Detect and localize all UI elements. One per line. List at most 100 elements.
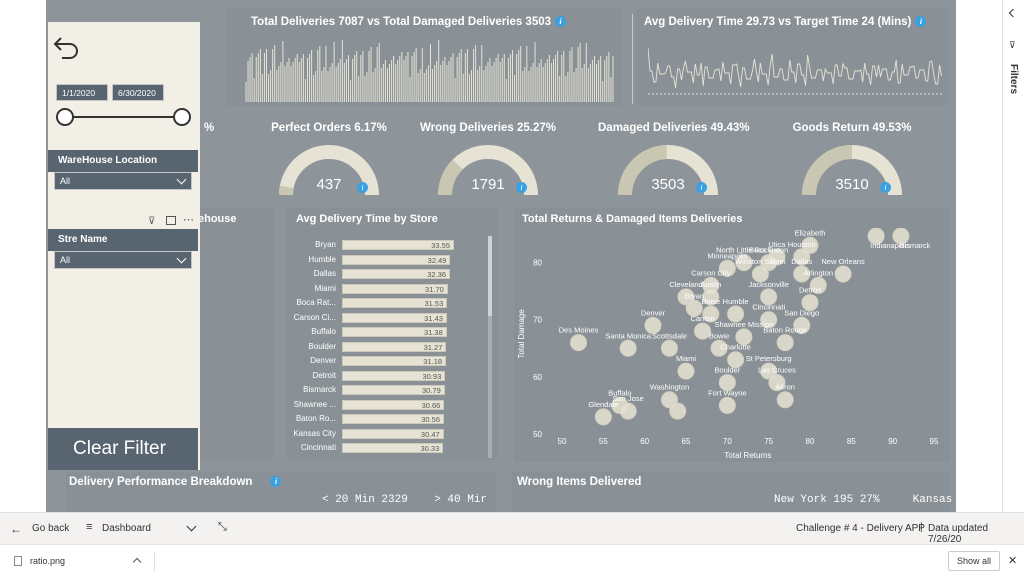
scrollbar-thumb[interactable] [488,236,492,316]
focus-mode-icon[interactable] [166,216,176,225]
info-icon[interactable]: i [516,182,527,193]
store-dropdown[interactable]: All [54,251,192,269]
scatter-point[interactable] [760,254,778,272]
scatter-point[interactable] [793,265,811,283]
kpi-value: 3503 [651,176,685,193]
date-slider-track[interactable] [64,116,182,118]
store-bar-row[interactable]: Carson Ci... 31.43 [286,312,486,324]
info-icon[interactable]: i [915,16,927,28]
scatter-point[interactable] [892,228,910,245]
x-tick-label: 55 [599,437,608,446]
info-icon[interactable]: i [880,182,891,193]
chevron-up-icon[interactable] [132,557,142,567]
scatter-point[interactable] [677,362,695,380]
scatter-point[interactable] [735,254,753,272]
info-icon[interactable]: i [270,476,282,488]
scatter-point[interactable] [776,391,794,409]
store-bar-row[interactable]: Boulder 31.27 [286,341,486,353]
scatter-point[interactable] [660,339,678,357]
scatter-point[interactable] [685,299,703,317]
store-bar-row[interactable]: Denver 31.18 [286,356,486,367]
back-arrow-icon[interactable] [50,30,80,60]
store-label: Humble [308,254,336,264]
show-all-button[interactable]: Show all [948,551,1000,571]
more-options-icon[interactable]: ⋯ [183,214,194,226]
deliveries-sparkline-tile[interactable]: Total Deliveries 7087 vs Total Damaged D… [226,8,622,106]
data-updated: Data updated 7/26/20 [928,523,989,545]
scatter-point[interactable] [793,316,811,334]
avg-time-sparkline-tile[interactable]: Avg Delivery Time 29.73 vs Target Time 2… [636,8,948,106]
scatter-point[interactable] [644,316,662,334]
close-icon[interactable]: ✕ [1008,555,1018,567]
scatter-point[interactable] [727,305,745,323]
store-label: Boulder [308,341,336,351]
scatter-point[interactable] [718,396,736,414]
scatter-point[interactable] [570,334,588,352]
store-bar-row[interactable]: Shawnee ... 30.66 [286,399,486,411]
store-bar-row[interactable]: Bismarck 30.79 [286,385,486,396]
scatter-point[interactable] [751,265,769,283]
chevron-left-icon[interactable] [1008,8,1018,18]
scatter-point[interactable] [702,305,720,323]
scatter-point[interactable] [735,328,753,346]
store-bar: 31.38 [342,327,447,337]
scatter-point[interactable] [710,339,728,357]
go-back-button[interactable]: Go back [32,523,70,534]
store-bar-row[interactable]: Dallas 32.36 [286,269,486,280]
scatter-point[interactable] [718,374,736,392]
scatter-point[interactable] [809,276,827,294]
scatter-point[interactable] [669,402,687,420]
scatter-point[interactable] [760,362,778,380]
scatter-point[interactable] [727,351,745,369]
scatter-point[interactable] [702,288,720,306]
scatter-point[interactable] [619,402,637,420]
scatter-point[interactable] [801,236,819,254]
scatter-tile[interactable]: Total Returns & Damaged Items Deliveries… [514,208,950,462]
scatter-point[interactable] [834,265,852,283]
scatter-point[interactable] [760,311,778,329]
filter-icon[interactable]: ⊽ [148,216,156,227]
store-time-tile[interactable]: Avg Delivery Time by Store Bryan 33.55 Hum… [286,208,498,460]
scatter-point[interactable] [694,322,712,340]
store-bar-row[interactable]: Bryan 33.55 [286,240,486,251]
store-bar-row[interactable]: Humble 32.49 [286,254,486,266]
page-dropdown[interactable]: Dashboard [102,523,151,534]
clear-filter-button[interactable]: Clear Filter [48,428,198,470]
back-arrow-icon[interactable]: ← [10,522,22,536]
info-icon[interactable]: i [357,182,368,193]
date-start-input[interactable]: 1/1/2020 [56,84,108,101]
date-slider-end-handle[interactable] [173,108,191,126]
scrollbar[interactable] [488,236,492,458]
scatter-point[interactable] [793,248,811,266]
scatter-point[interactable] [760,288,778,306]
scatter-point[interactable] [776,334,794,352]
download-file-name[interactable]: ratio.png [30,556,66,566]
store-bar-row[interactable]: Boca Rat... 31.53 [286,298,486,309]
scatter-point[interactable] [768,374,786,392]
info-icon[interactable]: i [555,16,567,28]
date-end-input[interactable]: 6/30/2020 [112,84,164,101]
store-bar-row[interactable]: Miami 31.70 [286,283,486,295]
chevron-down-icon[interactable] [186,521,197,532]
store-bar-row[interactable]: Kansas City 30.47 [286,428,486,440]
date-slider-start-handle[interactable] [56,108,74,126]
filters-pane-collapsed[interactable]: ⊽ Filters [1002,0,1024,512]
scatter-point[interactable] [718,259,736,277]
scatter-point[interactable] [801,294,819,312]
store-bar-row[interactable]: Buffalo 31.38 [286,327,486,338]
scatter-point[interactable] [677,288,695,306]
scatter-point[interactable] [594,408,612,426]
point-label: Indianapolis [870,241,910,250]
scatter-point[interactable] [660,391,678,409]
info-icon[interactable]: i [696,182,707,193]
scatter-point[interactable] [619,339,637,357]
right-margin [956,0,1002,512]
warehouse-dropdown[interactable]: All [54,172,192,190]
breakdown-tile[interactable]: Delivery Performance Breakdown i < 20 Min… [66,472,496,512]
wrong-items-tile[interactable]: Wrong Items Delivered New York 195 27% K… [512,472,952,512]
store-bar-row[interactable]: Cincinnati 30.33 [286,443,486,454]
collapse-icon[interactable]: ⤡ [218,521,227,533]
store-bar-row[interactable]: Detroit 30.93 [286,370,486,382]
scatter-point[interactable] [867,228,885,245]
store-bar-row[interactable]: Baton Ro... 30.56 [286,414,486,425]
